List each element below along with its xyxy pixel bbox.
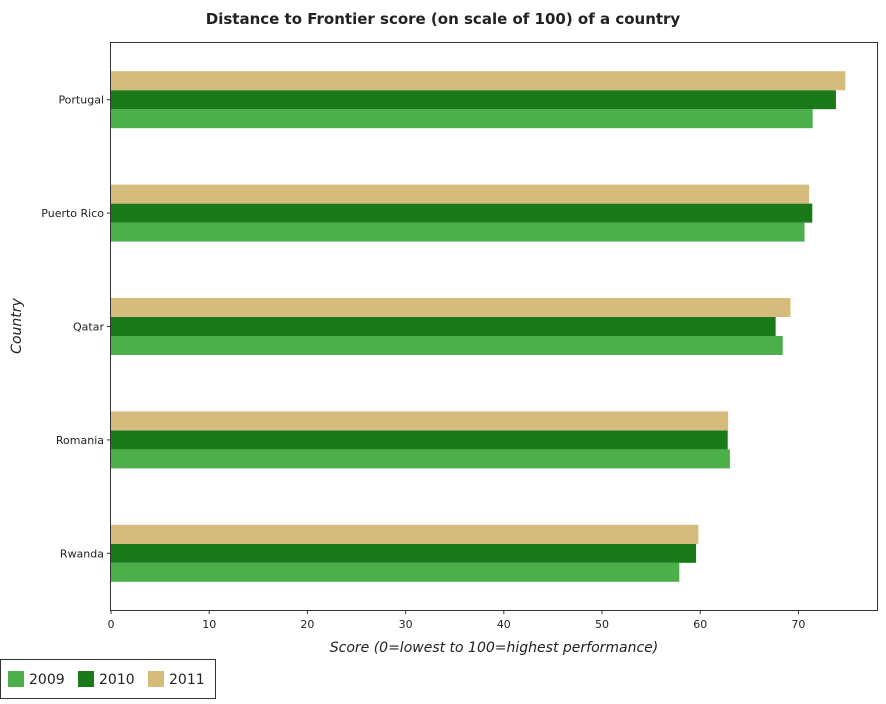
y-tick-label: Rwanda — [60, 547, 104, 560]
bar-puerto-rico-2009 — [111, 222, 805, 242]
bar-portugal-2009 — [111, 109, 813, 129]
y-tick-label: Puerto Rico — [41, 207, 104, 220]
legend-label-2009: 2009 — [29, 672, 65, 688]
y-tick-label: Portugal — [58, 94, 104, 107]
legend-swatch-2011 — [148, 671, 164, 687]
legend-swatch-2010 — [78, 671, 94, 687]
bar-romania-2011 — [111, 411, 729, 431]
y-tick-label: Qatar — [73, 321, 104, 334]
bar-qatar-2011 — [111, 298, 791, 317]
bar-romania-2009 — [111, 449, 730, 469]
x-tick-label: 20 — [300, 618, 314, 631]
x-tick-label: 30 — [399, 618, 413, 631]
x-tick-label: 40 — [497, 618, 511, 631]
bar-portugal-2010 — [111, 90, 836, 110]
bar-portugal-2011 — [111, 71, 846, 91]
x-tick-label: 60 — [693, 618, 707, 631]
x-tick-label: 10 — [202, 618, 216, 631]
y-axis-label: Country — [9, 297, 25, 353]
x-tick-label: 50 — [595, 618, 609, 631]
x-axis-label: Score (0=lowest to 100=highest performan… — [330, 640, 659, 656]
bar-puerto-rico-2011 — [111, 184, 810, 204]
legend-swatch-2009 — [8, 671, 24, 687]
legend-label-2011: 2011 — [169, 672, 205, 688]
legend-frame — [0, 659, 216, 699]
x-tick-label: 70 — [791, 618, 805, 631]
bar-rwanda-2011 — [111, 524, 699, 544]
chart-title: Distance to Frontier score (on scale of … — [206, 10, 681, 28]
bar-rwanda-2010 — [111, 543, 697, 563]
y-axis-ticks: Portugal Puerto Rico Qatar Romania Rwanda — [41, 94, 111, 560]
plot-area: 0 10 20 30 40 50 60 70 Portugal Puerto Rico Qatar… — [41, 42, 878, 631]
legend-label-2010: 2010 — [99, 672, 135, 688]
bar-qatar-2010 — [111, 317, 776, 336]
x-axis-ticks: 0 10 20 30 40 50 60 70 — [108, 610, 805, 631]
bar-romania-2010 — [111, 430, 728, 450]
x-tick-label: 0 — [108, 618, 115, 631]
legend: 2009 2010 2011 — [0, 659, 216, 699]
bar-rwanda-2009 — [111, 562, 680, 582]
bar-qatar-2009 — [111, 336, 783, 355]
bar-puerto-rico-2010 — [111, 203, 813, 223]
y-tick-label: Romania — [56, 434, 104, 447]
bars-group — [111, 71, 846, 582]
legend-items: 2009 2010 2011 — [8, 671, 205, 688]
